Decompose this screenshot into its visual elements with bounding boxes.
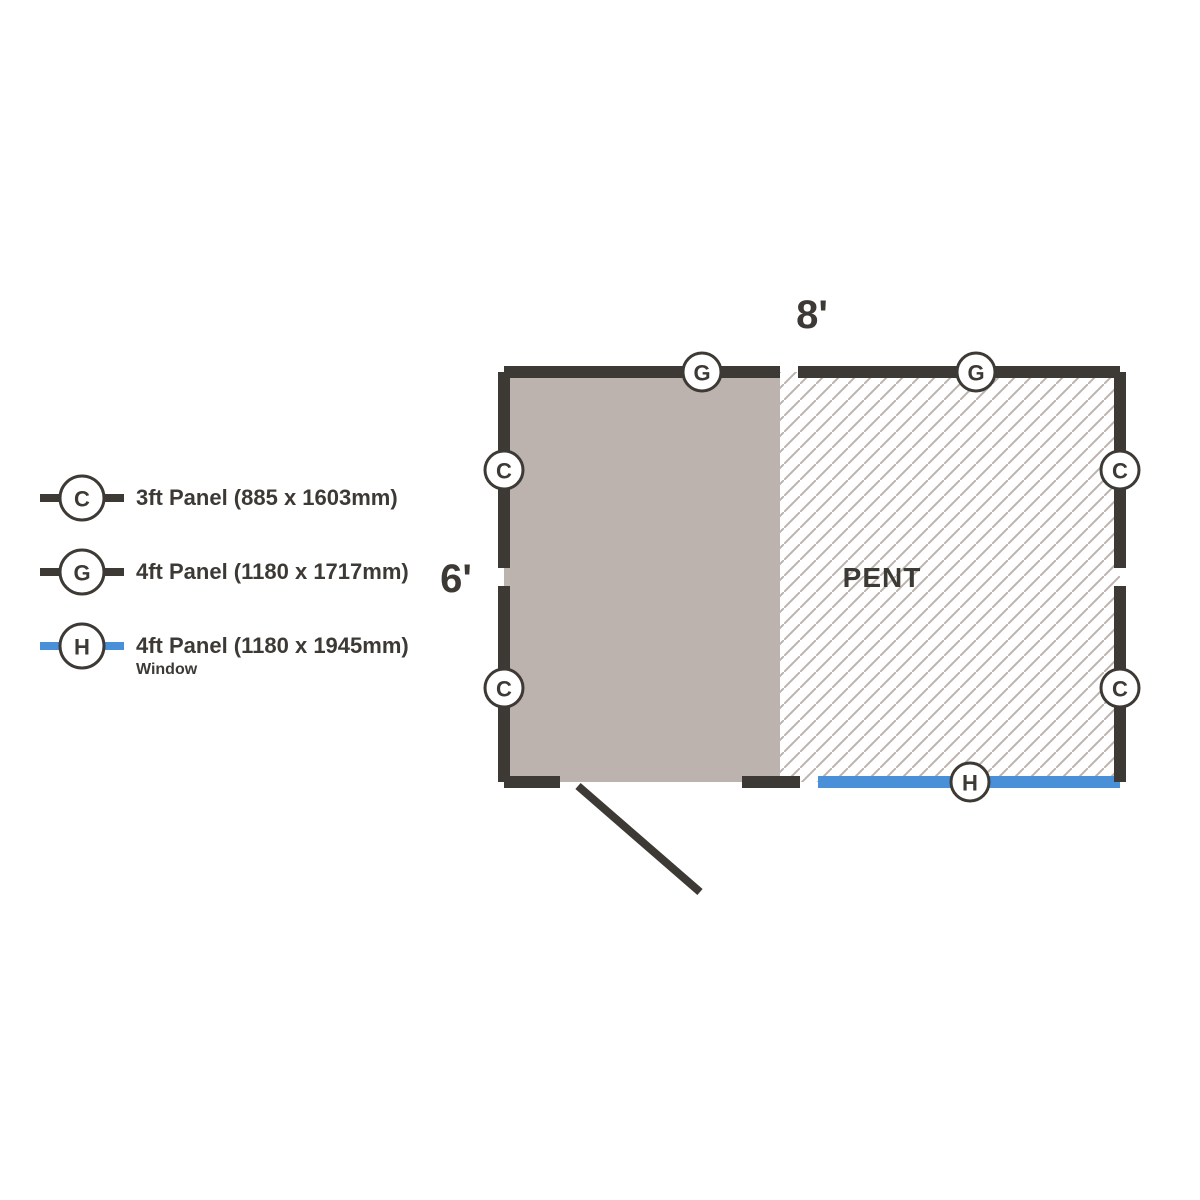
- plan-badge-g: G: [683, 353, 721, 391]
- plan-badge-c: C: [485, 669, 523, 707]
- floor-plan-diagram: PENT 8' 6' G G C C C C H C 3ft Panel (885 x 1603mm)…: [0, 0, 1200, 1200]
- svg-text:C: C: [74, 487, 90, 512]
- plan-fill-right: [780, 372, 1120, 782]
- svg-text:C: C: [496, 677, 512, 702]
- dim-left: 6': [440, 557, 472, 601]
- svg-text:H: H: [74, 635, 90, 660]
- plan-badge-g: G: [957, 353, 995, 391]
- plan-label: PENT: [843, 562, 922, 593]
- door-swing: [578, 786, 700, 892]
- svg-text:G: G: [693, 361, 710, 386]
- plan-badge-c: C: [1101, 451, 1139, 489]
- plan-fill-left: [504, 372, 780, 782]
- plan-badge-c: C: [485, 451, 523, 489]
- plan-badge-h: H: [951, 763, 989, 801]
- legend-badge-h: H: [60, 624, 104, 668]
- svg-text:G: G: [73, 561, 90, 586]
- plan-badge-c: C: [1101, 669, 1139, 707]
- legend-badge-g: G: [60, 550, 104, 594]
- dim-top: 8': [796, 293, 828, 337]
- svg-text:C: C: [496, 459, 512, 484]
- legend-sublabel: Window: [136, 661, 198, 678]
- svg-text:G: G: [967, 361, 984, 386]
- legend-label: 4ft Panel (1180 x 1945mm): [136, 633, 409, 658]
- legend-label: 4ft Panel (1180 x 1717mm): [136, 559, 409, 584]
- legend-badge-c: C: [60, 476, 104, 520]
- svg-text:H: H: [962, 771, 978, 796]
- svg-text:C: C: [1112, 677, 1128, 702]
- svg-text:C: C: [1112, 459, 1128, 484]
- legend-label: 3ft Panel (885 x 1603mm): [136, 485, 398, 510]
